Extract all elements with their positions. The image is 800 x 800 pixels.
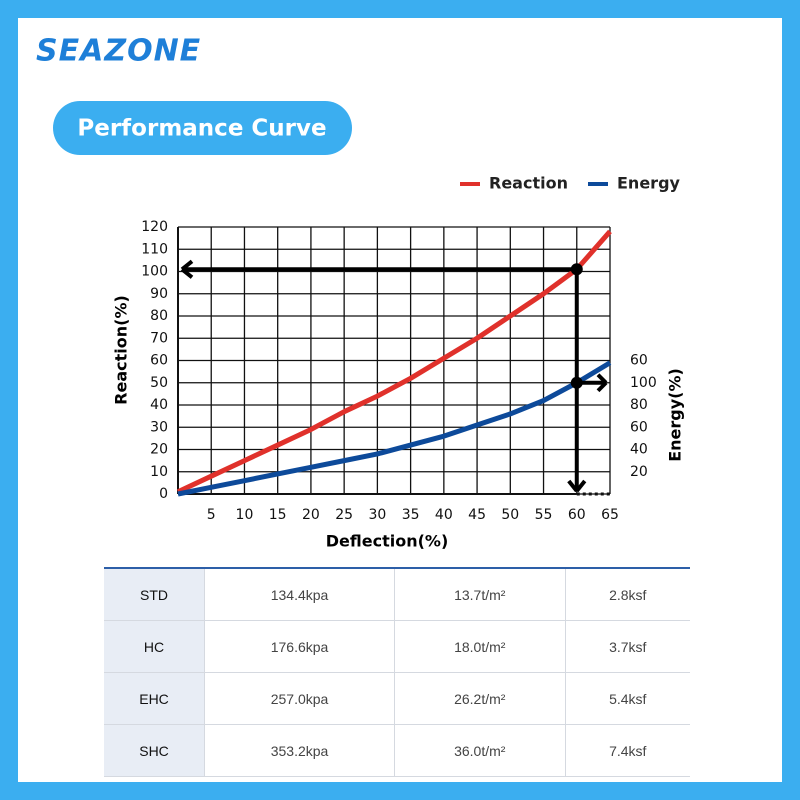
table-cell: 257.0kpa [204,672,395,725]
y2-tick-label: 40 [630,442,648,458]
y2-tick-label: 60 [630,353,648,369]
guide-arrow [596,381,608,393]
series-line [176,229,612,495]
spec-table: STD 134.4kpa 13.7t/m² 2.8ksf HC 176.6kpa 18.0t… [104,567,690,777]
x-tick-label: 65 [601,507,619,523]
row-header: HC [104,620,205,673]
y-tick-label: 100 [141,264,168,280]
y2-axis-label: Energy(%) [666,368,685,462]
y-tick-label: 60 [150,353,168,369]
x-tick-label: 60 [568,507,586,523]
y-tick-label: 120 [141,219,168,235]
legend-label: Energy [617,174,681,193]
x-tick-label: 5 [207,507,216,523]
x-tick-label: 55 [535,507,553,523]
series-line [177,360,612,497]
row-header: STD [104,568,205,621]
y-tick-label: 40 [150,397,168,413]
y-tick-label: 70 [150,330,168,346]
table-cell: 36.0t/m² [394,724,565,777]
x-tick-label: 20 [302,507,320,523]
table-cell: 353.2kpa [204,724,395,777]
table-row: EHC 257.0kpa 26.2t/m² 5.4ksf [104,672,690,725]
table-cell: 26.2t/m² [394,672,565,725]
x-tick-label: 35 [402,507,420,523]
table-cell: 18.0t/m² [394,620,565,673]
y-axis-label: Reaction(%) [112,295,131,405]
x-tick-label: 40 [435,507,453,523]
y-tick-label: 10 [150,464,168,480]
x-axis-label: Deflection(%) [326,532,449,551]
y-tick-label: 20 [150,442,168,458]
y2-tick-label: 80 [630,397,648,413]
y-tick-label: 110 [141,241,168,257]
logo: SEAZONE [36,34,201,69]
y-tick-label: 50 [150,375,168,391]
table-row: SHC 353.2kpa 36.0t/m² 7.4ksf [104,724,690,777]
table-cell: 5.4ksf [564,672,690,725]
x-tick-label: 10 [236,507,254,523]
guide-arrow [567,479,579,493]
table-cell: 134.4kpa [204,568,395,621]
y2-tick-label: 100 [630,375,657,391]
x-tick-label: 15 [269,507,287,523]
guide-point [570,263,583,276]
x-tick-label: 25 [335,507,353,523]
row-header: EHC [104,672,205,725]
y-tick-label: 80 [150,308,168,324]
x-tick-label: 30 [368,507,386,523]
y2-tick-label: 20 [630,464,648,480]
guide-arrow [575,479,587,493]
section-title: Performance Curve [77,116,326,142]
y-tick-label: 0 [159,486,168,502]
guide-point [570,376,583,389]
table-cell: 2.8ksf [564,568,690,621]
guide-arrow [180,259,194,271]
guide-arrow [180,267,194,279]
table-cell: 7.4ksf [564,724,690,777]
table-row: HC 176.6kpa 18.0t/m² 3.7ksf [104,620,690,673]
row-header: SHC [104,724,205,777]
legend-label: Reaction [489,174,568,193]
table-row: STD 134.4kpa 13.7t/m² 2.8ksf [104,568,690,621]
y-tick-label: 90 [150,286,168,302]
x-tick-label: 45 [468,507,486,523]
table-cell: 176.6kpa [204,620,395,673]
table-cell: 3.7ksf [564,620,690,673]
y-tick-label: 30 [150,419,168,435]
guide-arrow [596,373,608,385]
table-cell: 13.7t/m² [394,568,565,621]
x-tick-label: 50 [501,507,519,523]
title-pill [53,101,352,155]
y2-tick-label: 60 [630,419,648,435]
